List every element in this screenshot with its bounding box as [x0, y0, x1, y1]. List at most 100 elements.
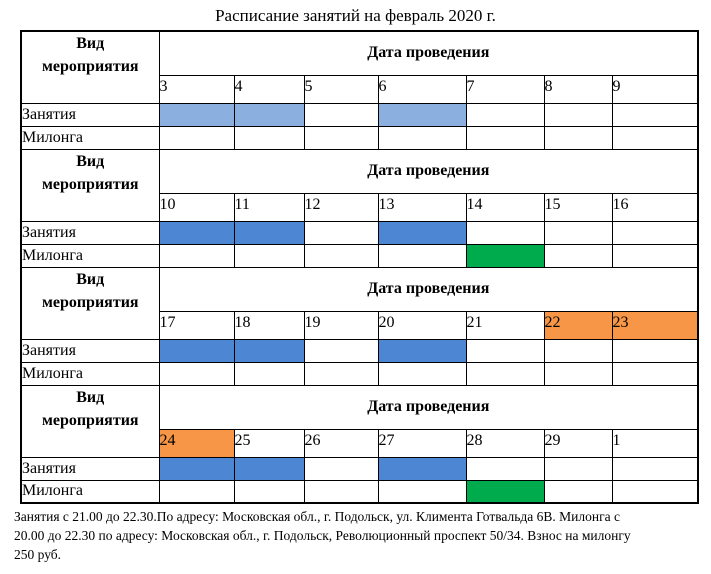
date-cell: 16: [611, 192, 699, 222]
event-type-header: Вид мероприятия: [20, 266, 160, 340]
block-2-milonga-row: Милонга: [20, 243, 699, 268]
date-cell: 11: [233, 192, 305, 222]
milonga-cell: [233, 361, 305, 386]
date-cell: 14: [465, 192, 545, 222]
block-3-header-row: Вид мероприятия Дата проведения: [20, 266, 699, 340]
class-cell: [303, 338, 379, 363]
footer-note: Занятия с 21.00 до 22.30.По адресу: Моск…: [14, 507, 711, 564]
class-cell: [611, 102, 699, 127]
class-cell: [233, 456, 305, 481]
date-cell: 7: [465, 74, 545, 104]
date-cell: 12: [303, 192, 379, 222]
block-4-header-row: Вид мероприятия Дата проведения: [20, 384, 699, 458]
date-cell: 6: [377, 74, 467, 104]
block-3-milonga-row: Милонга: [20, 361, 699, 386]
row-label-milonga: Милонга: [20, 125, 160, 150]
milonga-cell: [377, 479, 467, 504]
class-cell: [303, 220, 379, 245]
date-cell: 3: [158, 74, 235, 104]
event-type-header-text: Вид мероприятия: [41, 388, 139, 429]
date-cell: 5: [303, 74, 379, 104]
class-cell: [158, 102, 235, 127]
block-1-classes-row: Занятия: [20, 102, 699, 127]
class-cell: [303, 456, 379, 481]
milonga-cell: [233, 479, 305, 504]
class-cell: [233, 220, 305, 245]
row-label-classes: Занятия: [20, 220, 160, 245]
date-cell: 8: [543, 74, 613, 104]
event-type-header: Вид мероприятия: [20, 384, 160, 458]
class-cell: [543, 220, 613, 245]
milonga-cell: [465, 479, 545, 504]
class-cell: [158, 456, 235, 481]
class-cell: [303, 102, 379, 127]
class-cell: [543, 338, 613, 363]
footer-line: 20.00 до 22.30 по адресу: Московская обл…: [14, 528, 631, 543]
block-4-classes-row: Занятия: [20, 456, 699, 481]
block-3-classes-row: Занятия: [20, 338, 699, 363]
date-header: Дата проведения: [158, 30, 699, 76]
milonga-cell: [377, 243, 467, 268]
date-cell: 24: [158, 428, 235, 458]
milonga-cell: [465, 243, 545, 268]
block-1-milonga-row: Милонга: [20, 125, 699, 150]
class-cell: [543, 102, 613, 127]
date-cell: 13: [377, 192, 467, 222]
milonga-cell: [377, 125, 467, 150]
milonga-cell: [158, 479, 235, 504]
event-type-header-text: Вид мероприятия: [41, 270, 139, 311]
class-cell: [611, 456, 699, 481]
class-cell: [465, 338, 545, 363]
block-3-dates-row: 17 18 19 20 21 22 23: [21, 310, 699, 340]
date-cell: 27: [377, 428, 467, 458]
date-cell: 9: [611, 74, 699, 104]
milonga-cell: [611, 361, 699, 386]
schedule-table: Вид мероприятия Дата проведения 3 4 5 6 7 8 9 Зан…: [20, 30, 700, 504]
milonga-cell: [611, 479, 699, 504]
date-cell: 26: [303, 428, 379, 458]
event-type-header: Вид мероприятия: [20, 148, 160, 222]
class-cell: [158, 338, 235, 363]
milonga-cell: [233, 125, 305, 150]
milonga-cell: [158, 125, 235, 150]
class-cell: [377, 220, 467, 245]
block-1-header-row: Вид мероприятия Дата проведения: [20, 30, 699, 104]
row-label-classes: Занятия: [20, 456, 160, 481]
class-cell: [465, 456, 545, 481]
date-cell: 25: [233, 428, 305, 458]
class-cell: [543, 456, 613, 481]
milonga-cell: [303, 125, 379, 150]
date-cell: 29: [543, 428, 613, 458]
block-4-dates-row: 24 25 26 27 28 29 1: [21, 428, 699, 458]
date-cell: 22: [543, 310, 613, 340]
block-2-classes-row: Занятия: [20, 220, 699, 245]
row-label-classes: Занятия: [20, 102, 160, 127]
class-cell: [377, 102, 467, 127]
page-title: Расписание занятий на февраль 2020 г.: [215, 6, 496, 25]
milonga-cell: [543, 125, 613, 150]
row-label-milonga: Милонга: [20, 361, 160, 386]
class-cell: [377, 456, 467, 481]
schedule-table-body: Вид мероприятия Дата проведения 3 4 5 6 7 8 9 Зан…: [20, 30, 699, 504]
class-cell: [465, 102, 545, 127]
event-type-header: Вид мероприятия: [20, 30, 160, 104]
date-cell: 18: [233, 310, 305, 340]
block-2-dates-row: 10 11 12 13 14 15 16: [21, 192, 699, 222]
date-cell: 23: [611, 310, 699, 340]
date-cell: 17: [158, 310, 235, 340]
class-cell: [611, 338, 699, 363]
milonga-cell: [303, 479, 379, 504]
class-cell: [233, 102, 305, 127]
date-cell: 4: [233, 74, 305, 104]
class-cell: [465, 220, 545, 245]
date-cell: 19: [303, 310, 379, 340]
class-cell: [233, 338, 305, 363]
milonga-cell: [611, 125, 699, 150]
block-2-header-row: Вид мероприятия Дата проведения: [20, 148, 699, 222]
milonga-cell: [377, 361, 467, 386]
date-header: Дата проведения: [158, 266, 699, 312]
row-label-milonga: Милонга: [20, 243, 160, 268]
event-type-header-text: Вид мероприятия: [41, 152, 139, 193]
